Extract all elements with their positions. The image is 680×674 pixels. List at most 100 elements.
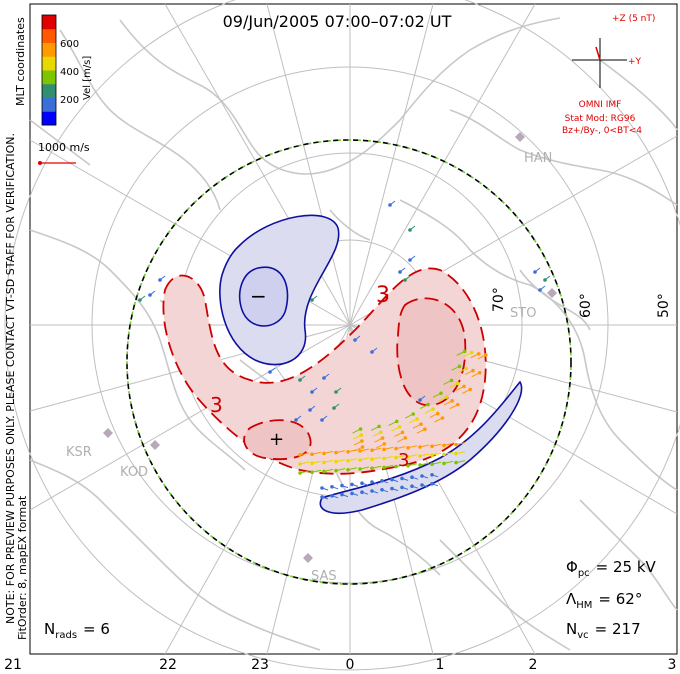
velocity-vector-tail [401, 477, 409, 481]
velocity-vector-tail [309, 405, 316, 411]
velocity-vector-tail [408, 418, 418, 424]
velocity-vector-tail [451, 365, 460, 371]
velocity-vector-dot [334, 450, 338, 455]
positive-contour-label: 3 [376, 283, 390, 308]
velocity-vector-tail [269, 367, 276, 373]
velocity-vector-tail [353, 434, 362, 440]
velocity-vector-tail [341, 485, 349, 489]
velocity-vector-tail [335, 450, 346, 454]
velocity-vector-dot [382, 442, 387, 446]
velocity-vector-tail [371, 456, 382, 460]
velocity-vector-tail [321, 496, 329, 500]
velocity-vector-tail [449, 382, 459, 388]
velocity-vector-tail [311, 460, 322, 464]
velocity-vector-tail [159, 275, 166, 281]
velocity-vector-tail [416, 428, 426, 434]
velocity-vector-tail [381, 480, 389, 484]
velocity-vector-dot [382, 447, 386, 452]
velocity-vector-tail [372, 431, 382, 437]
velocity-vector-tail [443, 460, 454, 464]
velocity-vector-tail [424, 408, 434, 414]
colorbar-band [42, 56, 56, 71]
imf-label-y: +Y [628, 57, 642, 67]
imf-condition: Bz+/By-, 0<BT<4 [562, 126, 642, 136]
station-label-kod: KOD [120, 465, 148, 480]
velocity-vector-tail [411, 476, 419, 480]
velocity-vector-tail [429, 413, 438, 418]
velocity-vector-tail [391, 426, 400, 432]
velocity-vector-tail [470, 353, 480, 359]
velocity-vector-tail [388, 420, 397, 426]
colorbar-tick-400: 400 [60, 67, 79, 78]
mlt-label-3: 3 [668, 657, 677, 673]
velocity-vector-tail [299, 375, 306, 381]
velocity-vector-tail [431, 443, 442, 447]
velocity-vector-tail [371, 447, 382, 451]
station-label-han: HAN [524, 151, 552, 166]
velocity-vector-tail [383, 464, 394, 468]
velocity-vector-tail [421, 475, 429, 479]
mlt-label-2: 2 [529, 657, 538, 673]
coastlines [29, 17, 678, 651]
velocity-vector-tail [354, 335, 361, 341]
velocity-vector-tail [471, 372, 480, 378]
velocity-vector-dot [454, 460, 458, 465]
mlt-label-1: 1 [436, 657, 445, 673]
coords-label: MLT coordinates [14, 17, 27, 106]
velocity-vector-tail [391, 488, 399, 492]
velocity-vector-tail [331, 486, 339, 490]
velocity-vector-tail [397, 437, 406, 443]
velocity-colorbar: 600 400 200 Vel [m/s] [41, 14, 93, 126]
velocity-vector-tail [419, 444, 430, 448]
lat-label-50: 50° [656, 293, 672, 318]
velocity-vector-dot [394, 446, 398, 451]
velocity-vector-tail [443, 442, 454, 446]
velocity-vector-tail [352, 428, 361, 434]
colorbar-band [42, 111, 56, 126]
velocity-vector-tail [443, 400, 453, 406]
velocity-vector-dot [382, 456, 386, 461]
velocity-vector-tail [463, 352, 472, 358]
velocity-vector-tail [335, 387, 342, 393]
velocity-vector-tail [394, 431, 403, 437]
stations: HAN STO KSR KOD SAS [66, 132, 557, 584]
velocity-vector-tail [370, 426, 380, 431]
colorbar-band [42, 15, 56, 30]
station-marker-sto [547, 288, 557, 298]
velocity-vector-dot [394, 455, 398, 460]
velocity-vector-tail [359, 466, 370, 470]
velocity-vector-dot [440, 416, 445, 420]
velocity-vector-tail [383, 446, 394, 450]
velocity-vector-tail [477, 354, 487, 360]
velocity-vector-dot [450, 399, 454, 403]
velocity-vector-dot [334, 459, 338, 464]
velocity-vector-dot [379, 430, 383, 435]
colorbar-band [42, 83, 56, 98]
velocity-vector-tail [333, 403, 340, 409]
velocity-vector-tail [419, 404, 429, 410]
velocity-vector-dot [455, 402, 460, 407]
negative-crescent [319, 380, 523, 514]
velocity-vector-dot [477, 370, 482, 375]
velocity-vector-tail [311, 469, 322, 473]
velocity-vector-tail [139, 295, 146, 301]
velocity-vector-tail [443, 379, 452, 385]
velocity-vector-tail [455, 451, 466, 455]
velocity-vector-tail [395, 446, 406, 450]
velocity-vector-tail [351, 483, 359, 487]
station-marker-ksr [103, 428, 113, 438]
velocity-vector-dot [322, 460, 326, 465]
velocity-vector-tail [534, 267, 541, 273]
velocity-vector-tail [371, 490, 379, 494]
velocity-vector-tail [353, 440, 363, 446]
n-vc-stat: Nvc = 217 [566, 620, 641, 641]
velocity-vector-tail [409, 225, 416, 231]
velocity-vector-tail [455, 460, 466, 464]
velocity-vector-dot [431, 407, 435, 411]
velocity-vector-tail [299, 452, 310, 456]
velocity-vector-dot [377, 424, 381, 429]
velocity-vector-tail [432, 392, 442, 398]
velocity-vector-tail [295, 415, 302, 421]
fit-order-note: FitOrder: 8, mapEX format [16, 495, 29, 640]
velocity-vector-tail [449, 404, 458, 410]
